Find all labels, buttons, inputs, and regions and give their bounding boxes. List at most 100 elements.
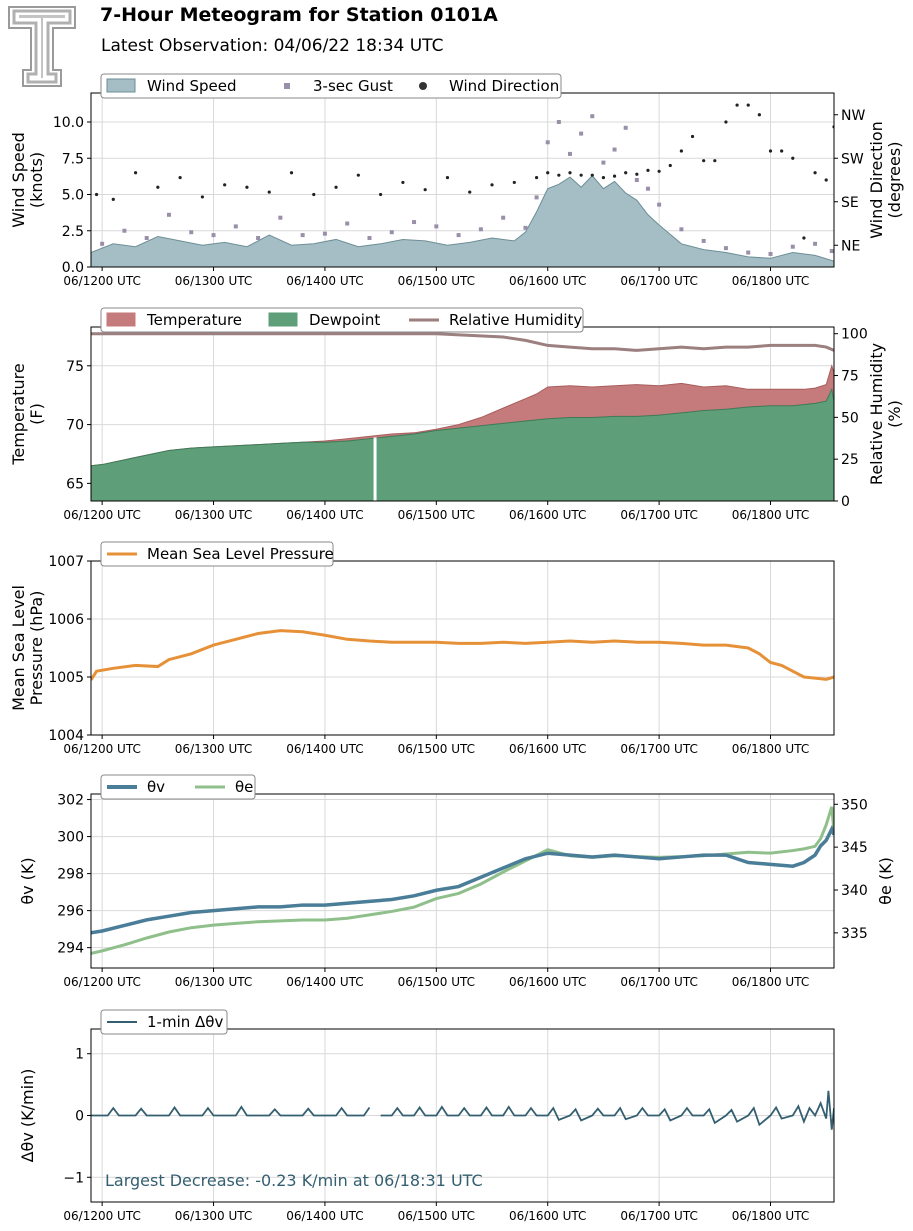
gust-marker [501, 215, 506, 220]
gust-marker [100, 241, 105, 246]
gust-marker [723, 246, 728, 251]
y-tick-label: 0.0 [62, 260, 84, 276]
gust-marker [657, 202, 662, 207]
legend-label: θe [235, 778, 253, 796]
x-tick-label: 06/1600 UTC [509, 1209, 586, 1223]
x-tick-label: 06/1700 UTC [620, 975, 697, 989]
y2-tick-label: SE [841, 195, 859, 211]
wind-direction-marker [512, 180, 516, 185]
gust-marker [534, 195, 539, 200]
gust-marker [612, 147, 617, 152]
panel-pressure: 06/1200 UTC 06/1300 UTC 06/1400 UTC 06/1500… [9, 541, 835, 756]
wind-direction-marker [111, 197, 115, 201]
legend-box [100, 774, 256, 800]
x-tick-label: 06/1600 UTC [509, 742, 586, 756]
wind-direction-marker [791, 156, 795, 160]
legend: Mean Sea Level Pressure [100, 541, 334, 567]
wind-direction-marker [312, 192, 316, 197]
wind-direction-marker [178, 175, 182, 180]
gust-marker [829, 249, 834, 254]
wind-direction-marker [646, 168, 650, 172]
wind-direction-marker [690, 134, 695, 139]
legend-box [100, 307, 584, 333]
x-tick-label: 06/1300 UTC [175, 274, 252, 288]
plot-border [90, 1028, 835, 1203]
x-tick-label: 06/1500 UTC [398, 508, 475, 522]
grid [91, 794, 834, 968]
theta-v-axis-label-line: θv (K) [18, 857, 37, 904]
y2-tick-label: 345 [841, 840, 868, 856]
y-tick-label: 302 [57, 793, 84, 809]
gust-marker [701, 238, 706, 243]
x-tick-label: 06/1200 UTC [63, 274, 140, 288]
gust-marker [166, 212, 171, 217]
legend-label: 1-min Δθv [147, 1013, 223, 1031]
wind-direction-axis-label-line: (degrees) [885, 142, 904, 219]
theta-e-line [91, 806, 834, 955]
largest-decrease-annotation: Largest Decrease: -0.23 K/min at 06/18:3… [105, 1171, 483, 1190]
y-tick-label: 300 [57, 830, 84, 846]
temperature-plot [91, 332, 834, 501]
y-tick-label: 1005 [48, 670, 84, 686]
dtheta-line [380, 1090, 834, 1130]
legend: 1-min Δθv [100, 1009, 228, 1035]
gust-marker [189, 230, 194, 235]
x-tick-label: 06/1500 UTC [398, 1209, 475, 1223]
gust-marker [623, 125, 628, 130]
relative-humidity-axis-label-line: (%) [885, 400, 904, 428]
wind-direction-marker [724, 120, 728, 124]
theta-plot [91, 806, 834, 955]
temperature-axis-label-line: Temperature [9, 363, 28, 465]
x-tick-label: 06/1400 UTC [286, 975, 363, 989]
x-tick-label: 06/1800 UTC [732, 1209, 809, 1223]
gust-marker [634, 178, 639, 182]
y-tick-label: 1006 [48, 612, 84, 628]
wind-direction-marker [223, 183, 227, 187]
theta-e-axis-label-line: θe (K) [876, 857, 895, 905]
panel-dtheta: 06/1200 UTC 06/1300 UTC 06/1400 UTC 06/1500… [18, 1009, 835, 1223]
wind-direction-marker [557, 173, 561, 177]
wind-speed-axis-label-line: Wind Speed [9, 132, 28, 227]
dtheta-line [91, 1105, 371, 1117]
x-tick-label: 06/1400 UTC [286, 274, 363, 288]
x-tick-label: 06/1300 UTC [175, 742, 252, 756]
legend-label: Dewpoint [309, 311, 380, 329]
wind-direction-marker [813, 171, 817, 175]
legend-box [100, 541, 334, 567]
wind-direction-marker [356, 173, 360, 177]
x-tick-label: 06/1700 UTC [620, 274, 697, 288]
legend: Temperature Dewpoint Relative Humidity [100, 307, 584, 333]
wind-direction-marker [746, 103, 750, 107]
wind-speed-axis-label: Wind Speed(knots) [9, 132, 46, 227]
y-tick-label: 7.5 [62, 151, 84, 167]
gust-marker [233, 224, 238, 229]
y2-tick-label: 75 [841, 369, 859, 385]
relative-humidity-axis-label: Relative Humidity(%) [867, 343, 904, 485]
wind-direction-marker [534, 175, 539, 180]
page-header: 7-Hour Meteogram for Station 0101A Lates… [0, 0, 913, 90]
x-tick-label: 06/1400 UTC [286, 1209, 363, 1223]
gust-marker [322, 231, 327, 236]
gust-marker [813, 241, 818, 246]
wind-direction-marker [289, 171, 294, 175]
relative-humidity-line [91, 332, 834, 352]
legend-label: Wind Direction [449, 77, 559, 95]
y2-tick-label: SW [841, 151, 864, 167]
legend: θv θe [100, 774, 256, 800]
x-tick-label: 06/1400 UTC [286, 742, 363, 756]
y-tick-label: 10.0 [53, 115, 84, 131]
relative-humidity-axis-label-line: Relative Humidity [867, 343, 886, 485]
dtheta-plot [91, 1090, 834, 1130]
x-tick-label: 06/1700 UTC [620, 508, 697, 522]
y-tick-label: 1007 [48, 554, 84, 570]
wind-direction-marker [624, 171, 628, 175]
x-tick-label: 06/1800 UTC [732, 274, 809, 288]
panel-wind: 06/1200 UTC 06/1300 UTC 06/1400 UTC 06/1500… [9, 73, 904, 288]
gust-marker [211, 233, 216, 238]
x-tick-label: 06/1200 UTC [63, 508, 140, 522]
wind-direction-marker [657, 169, 661, 173]
wind-direction-marker [668, 163, 672, 168]
x-tick-label: 06/1800 UTC [732, 975, 809, 989]
wind-direction-marker [423, 188, 427, 192]
wind-direction-marker [267, 190, 271, 194]
